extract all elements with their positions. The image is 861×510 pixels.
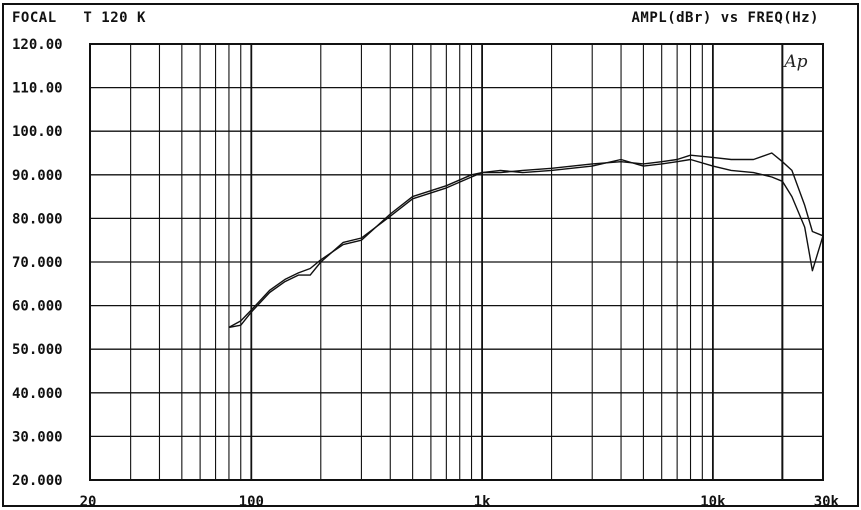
x-tick-label: 30k: [814, 494, 840, 510]
x-tick-label: 100: [239, 494, 264, 510]
y-tick-label: 80.000: [12, 211, 63, 227]
y-tick-label: 30.000: [12, 429, 63, 445]
x-tick-label: 10k: [700, 494, 726, 510]
y-tick-label: 120.00: [12, 37, 63, 53]
page-border: [2, 3, 859, 507]
device-label: FOCAL T 120 K: [12, 10, 146, 26]
y-tick-label: 90.000: [12, 168, 63, 184]
y-tick-label: 20.000: [12, 473, 63, 489]
chart-title: AMPL(dBr) vs FREQ(Hz): [631, 10, 819, 26]
ap-marker-label: Ap: [782, 52, 807, 72]
response-curve: [228, 158, 824, 329]
plot-border: [89, 43, 824, 481]
y-tick-label: 40.000: [12, 386, 63, 402]
y-tick-label: 50.000: [12, 342, 63, 358]
y-tick-label: 70.000: [12, 255, 63, 271]
y-tick-label: 60.000: [12, 299, 63, 315]
y-tick-label: 110.00: [12, 81, 63, 97]
response-curve: [228, 152, 824, 329]
y-tick-label: 100.00: [12, 124, 63, 140]
x-tick-label: 1k: [474, 494, 491, 510]
x-tick-label: 20: [80, 494, 97, 510]
